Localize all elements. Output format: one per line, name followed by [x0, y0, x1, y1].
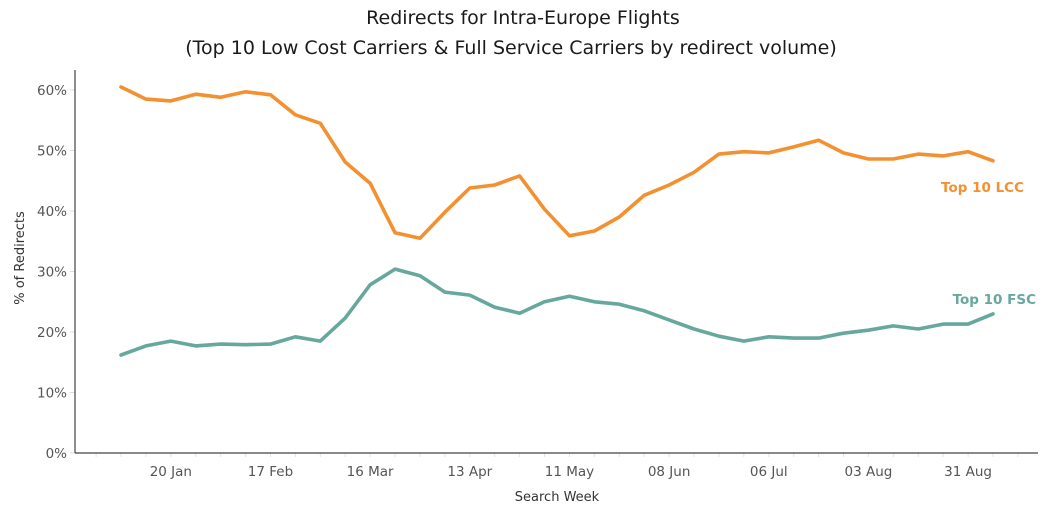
x-axis-ticks: 20 Jan 17 Feb 16 Mar 13 Apr 11 May 08 Jun 06 J… — [95, 453, 1019, 480]
y-tick-label: 10% — [37, 386, 67, 402]
chart-subtitle: (Top 10 Low Cost Carriers & Full Service… — [185, 37, 837, 59]
series-label-fsc: Top 10 FSC — [953, 292, 1036, 308]
y-tick-label: 50% — [37, 144, 67, 160]
y-axis-label: % of Redirects — [13, 211, 28, 305]
x-tick-label: 11 May — [545, 464, 594, 480]
x-tick-label: 20 Jan — [150, 464, 192, 480]
series-line-fsc — [119, 267, 995, 357]
series-lines — [119, 85, 995, 357]
y-tick-label: 60% — [37, 83, 67, 99]
y-tick-label: 0% — [46, 446, 68, 462]
y-tick-label: 20% — [37, 325, 67, 341]
x-tick-label: 08 Jun — [648, 464, 691, 480]
x-tick-label: 17 Feb — [248, 464, 293, 480]
y-axis-ticks: 0% 10% 20% 30% 40% 50% 60% — [37, 83, 75, 462]
x-tick-label: 03 Aug — [845, 464, 893, 480]
x-tick-label: 13 Apr — [447, 464, 492, 480]
x-tick-label: 06 Jul — [750, 464, 788, 480]
chart-title: Redirects for Intra-Europe Flights — [366, 7, 680, 29]
series-label-lcc: Top 10 LCC — [941, 180, 1024, 196]
series-line-lcc — [119, 85, 995, 240]
x-axis-label: Search Week — [515, 490, 600, 505]
x-tick-label: 31 Aug — [944, 464, 992, 480]
y-tick-label: 30% — [37, 265, 67, 281]
x-tick-label: 16 Mar — [347, 464, 394, 480]
y-tick-label: 40% — [37, 204, 67, 220]
